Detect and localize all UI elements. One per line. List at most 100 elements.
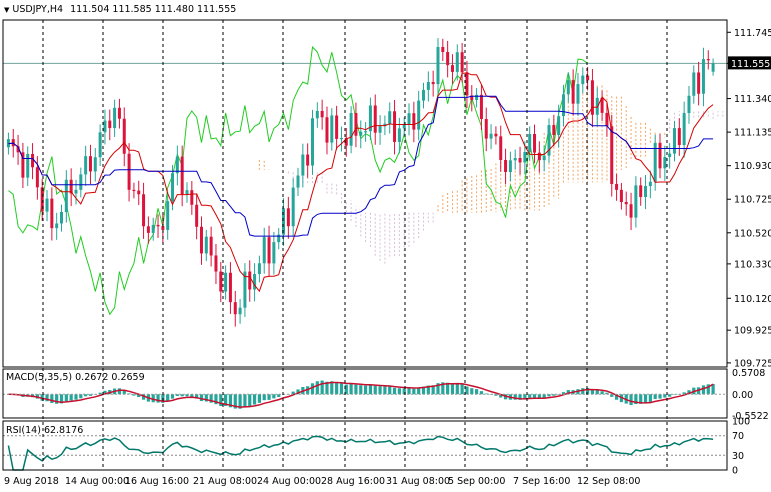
time-tick-label: 24 Aug 00:00 (257, 476, 321, 487)
macd-bar (238, 394, 242, 409)
candle-body (219, 271, 223, 292)
candle-body (190, 190, 194, 205)
macd-bar (450, 383, 455, 395)
candle-body (590, 80, 594, 115)
candle-body (634, 185, 638, 218)
candle-body (301, 154, 305, 176)
candle-body (74, 189, 78, 194)
macd-bar (614, 394, 619, 400)
macd-bar (648, 394, 652, 402)
pane-border (2, 368, 728, 419)
macd-bar (518, 394, 522, 400)
macd-bar (417, 387, 421, 395)
candle-body (658, 142, 662, 169)
macd-bar (214, 394, 218, 405)
candle-body (238, 307, 242, 315)
macd-bar (180, 394, 184, 397)
current-price-label: 111.555 (731, 59, 770, 70)
candle-body (397, 128, 401, 142)
candle-body (267, 237, 271, 264)
macd-bar (262, 394, 266, 401)
candle-body (315, 110, 319, 119)
candle-body (175, 156, 179, 174)
macd-bar (412, 388, 416, 395)
candle-body (142, 194, 146, 227)
vertical-gridlines (42, 20, 668, 470)
rsi-pane (3, 435, 727, 471)
candle-body (330, 115, 334, 143)
macd-bar (344, 384, 348, 395)
candle-body (282, 208, 286, 235)
macd-bar (219, 394, 223, 407)
macd-bar (634, 394, 638, 405)
candle-body (378, 126, 382, 133)
candle-body (615, 183, 619, 190)
candle-body (180, 156, 184, 195)
candle-body (518, 158, 522, 163)
pane-border (2, 420, 728, 471)
candle-body (195, 204, 199, 227)
macd-bar (643, 394, 648, 403)
macd-bar (470, 388, 474, 395)
macd-bar (224, 394, 228, 406)
macd-bar (494, 394, 498, 396)
macd-axis: 0.5708 0.00 -0.5522 (732, 368, 769, 422)
macd-bar (455, 383, 459, 395)
macd-bar (248, 394, 252, 406)
macd-bar (132, 394, 136, 396)
macd-bar (84, 394, 88, 397)
macd-bar (141, 394, 146, 400)
candle-body (320, 110, 324, 118)
candle-body (93, 157, 97, 172)
candle-body (84, 156, 88, 175)
candle-body (624, 202, 628, 205)
macd-bar (706, 384, 710, 395)
candle-body (672, 128, 676, 154)
candle-body (137, 190, 141, 195)
time-tick-label: 12 Sep 08:00 (577, 476, 640, 487)
candle-body (204, 236, 208, 254)
candle-body (605, 112, 609, 127)
price-tick-label: 110.120 (734, 294, 771, 305)
candle-body (349, 113, 353, 146)
price-tick-label: 111.745 (734, 28, 771, 39)
candle-body (50, 198, 54, 229)
macd-bar (600, 391, 604, 395)
candle-body (21, 152, 25, 178)
dropdown-arrow-icon[interactable]: ▼ (4, 6, 10, 14)
rsi-label: RSI(14) 62.8176 (6, 425, 84, 436)
macd-bar (668, 394, 672, 397)
symbol-label: USDJPY,H4 (12, 4, 64, 15)
price-tick-label: 109.725 (734, 358, 771, 369)
macd-bar (436, 383, 440, 395)
macd-bar (117, 388, 122, 395)
candle-body (494, 133, 498, 137)
candle-body (422, 89, 426, 101)
macd-bar (711, 384, 715, 395)
candle-body (364, 131, 368, 133)
rsi-tick-label: 100 (732, 417, 750, 428)
macd-bar (479, 391, 484, 395)
macd-header: MACD(5,35,5) 0.2672 0.2659 (6, 372, 145, 384)
macd-bar (103, 390, 107, 395)
price-axis: 111.745 111.555 111.340 111.135 110.930 110.7… (727, 28, 771, 369)
candle-body (69, 179, 73, 194)
candle-body (533, 134, 537, 153)
candle-body (286, 208, 290, 227)
macd-bar (50, 394, 54, 404)
macd-bar (137, 394, 141, 398)
rsi-axis: 100 70 30 0 (732, 417, 750, 477)
macd-bar (88, 394, 93, 396)
macd-bar (315, 381, 319, 395)
time-tick-label: 31 Aug 08:00 (386, 476, 450, 487)
macd-bar (561, 392, 566, 395)
macd-bar (349, 383, 353, 395)
candle-body (383, 123, 387, 127)
candle-body (55, 223, 59, 229)
macd-bar (566, 390, 570, 395)
macd-bar (74, 394, 78, 400)
price-pane (3, 38, 727, 327)
macd-bar (402, 388, 406, 395)
current-price-tag (728, 56, 771, 70)
candle-body (306, 154, 310, 166)
